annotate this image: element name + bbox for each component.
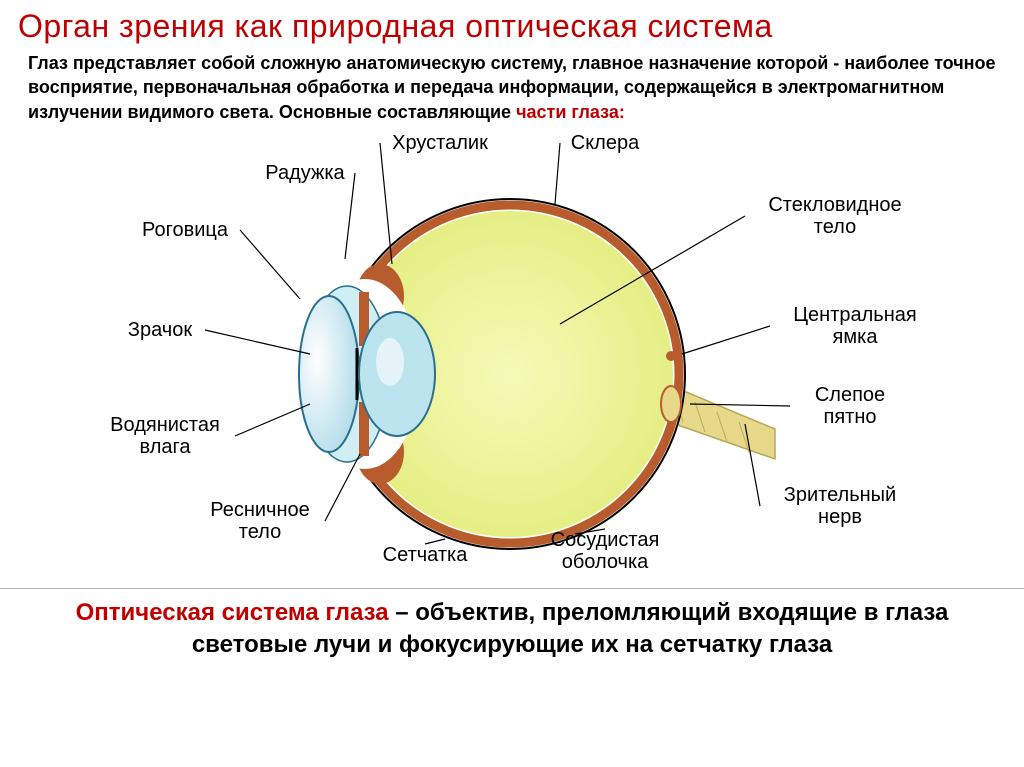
label-sclera: Склера (560, 132, 650, 154)
footer-highlight: Оптическая система глаза (76, 599, 389, 626)
label-ciliary: Ресничноетело (195, 499, 325, 543)
leader-lens (380, 143, 392, 264)
divider (0, 588, 1024, 589)
leader-iris (345, 173, 355, 259)
label-retina: Сетчатка (370, 544, 480, 566)
label-aqueous: Водянистаявлага (95, 414, 235, 458)
fovea (666, 351, 676, 361)
leader-cornea (240, 230, 300, 299)
leader-fovea (682, 326, 770, 354)
leader-ciliary (325, 454, 360, 521)
label-lens: Хрусталик (380, 132, 500, 154)
label-cornea: Роговица (130, 219, 240, 241)
intro-paragraph: Глаз представляет собой сложную анатомич… (0, 49, 1024, 124)
footer-definition: Оптическая система глаза – объектив, пре… (0, 597, 1024, 662)
label-iris: Радужка (255, 162, 355, 184)
label-blind: Слепоепятно (790, 384, 910, 428)
leader-pupil (205, 330, 310, 354)
cornea (299, 296, 359, 452)
intro-text: Глаз представляет собой сложную анатомич… (28, 53, 996, 122)
label-choroid: Сосудистаяоболочка (530, 529, 680, 573)
label-nerve: Зрительныйнерв (760, 484, 920, 528)
label-vitreous: Стекловидноетело (745, 194, 925, 238)
blind-spot (661, 386, 681, 422)
label-pupil: Зрачок (115, 319, 205, 341)
intro-highlight: части глаза: (516, 102, 625, 122)
eye-diagram: Хрусталик Радужка Роговица Зрачок Водянистая… (0, 124, 1024, 584)
leader-aqueous (235, 404, 310, 436)
page-title: Орган зрения как природная оптическая си… (0, 0, 1024, 49)
label-fovea: Центральнаяямка (770, 304, 940, 348)
